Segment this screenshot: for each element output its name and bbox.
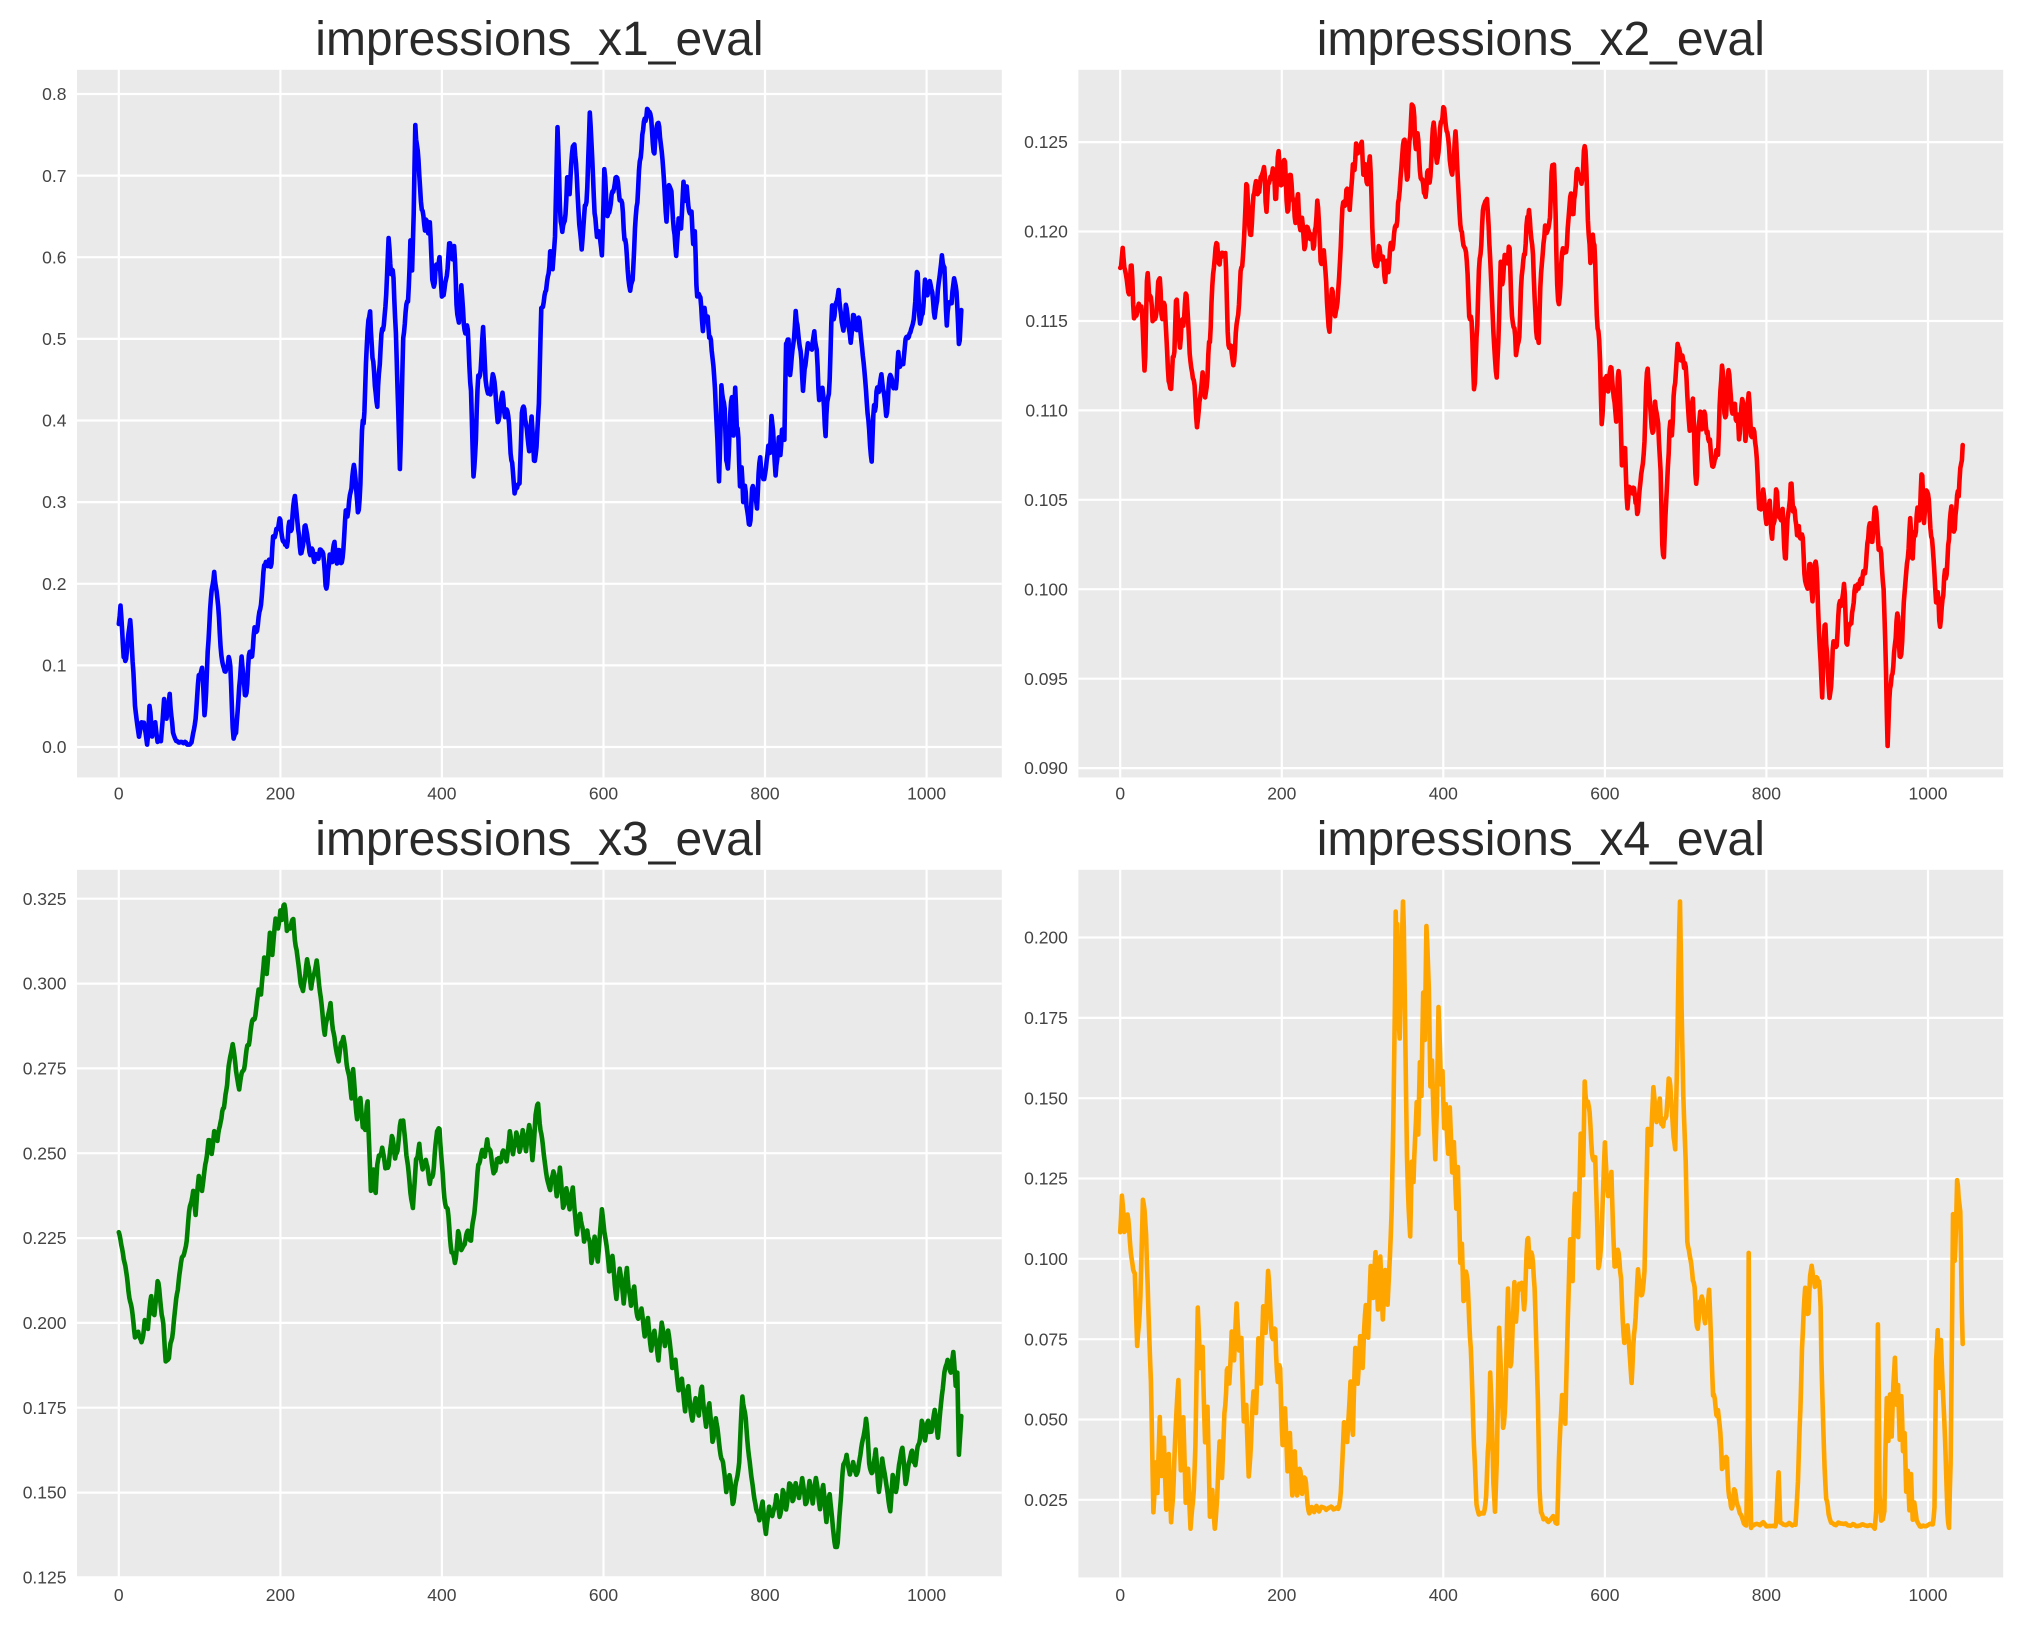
svg-text:0.120: 0.120 xyxy=(1024,222,1068,242)
svg-text:0.8: 0.8 xyxy=(42,84,66,104)
svg-text:600: 600 xyxy=(1590,1585,1619,1605)
svg-text:0.2: 0.2 xyxy=(42,574,66,594)
svg-text:0.175: 0.175 xyxy=(23,1398,67,1418)
svg-text:0: 0 xyxy=(114,1585,124,1605)
svg-text:0.075: 0.075 xyxy=(1024,1329,1068,1349)
svg-text:0.050: 0.050 xyxy=(1024,1410,1068,1430)
svg-text:0.3: 0.3 xyxy=(42,492,66,512)
svg-text:600: 600 xyxy=(589,784,618,804)
svg-text:1000: 1000 xyxy=(1909,784,1948,804)
svg-text:0.225: 0.225 xyxy=(23,1228,67,1248)
svg-text:0.300: 0.300 xyxy=(23,974,67,994)
svg-text:1000: 1000 xyxy=(907,784,946,804)
svg-text:0.275: 0.275 xyxy=(23,1059,67,1079)
svg-text:200: 200 xyxy=(266,1585,295,1605)
svg-text:0.200: 0.200 xyxy=(23,1313,67,1333)
svg-text:0.105: 0.105 xyxy=(1024,490,1068,510)
svg-text:600: 600 xyxy=(1590,784,1619,804)
svg-text:400: 400 xyxy=(427,1585,456,1605)
svg-text:0: 0 xyxy=(1115,1585,1125,1605)
svg-text:0.115: 0.115 xyxy=(1025,311,1068,331)
svg-text:0.325: 0.325 xyxy=(23,889,67,909)
svg-text:0.150: 0.150 xyxy=(1024,1088,1068,1108)
svg-text:0.125: 0.125 xyxy=(1024,132,1068,152)
svg-text:400: 400 xyxy=(1429,1585,1458,1605)
svg-text:200: 200 xyxy=(266,784,295,804)
svg-text:400: 400 xyxy=(427,784,456,804)
svg-text:1000: 1000 xyxy=(1909,1585,1948,1605)
svg-text:0.5: 0.5 xyxy=(42,329,66,349)
svg-text:800: 800 xyxy=(750,1585,779,1605)
svg-text:0.0: 0.0 xyxy=(42,737,67,757)
svg-text:impressions_x1_eval: impressions_x1_eval xyxy=(315,13,763,66)
svg-text:impressions_x2_eval: impressions_x2_eval xyxy=(1317,13,1765,66)
svg-text:800: 800 xyxy=(750,784,779,804)
svg-text:0.200: 0.200 xyxy=(1024,928,1068,948)
svg-text:0.025: 0.025 xyxy=(1024,1490,1068,1510)
svg-text:0.250: 0.250 xyxy=(23,1143,67,1163)
svg-text:impressions_x4_eval: impressions_x4_eval xyxy=(1317,813,1765,866)
svg-text:0.125: 0.125 xyxy=(1024,1169,1068,1189)
svg-text:0.095: 0.095 xyxy=(1024,669,1068,689)
svg-text:600: 600 xyxy=(589,1585,618,1605)
svg-text:800: 800 xyxy=(1752,784,1781,804)
svg-text:0.6: 0.6 xyxy=(42,247,66,267)
svg-text:0.090: 0.090 xyxy=(1024,758,1068,778)
svg-text:0: 0 xyxy=(1115,784,1125,804)
svg-text:0.110: 0.110 xyxy=(1025,401,1068,421)
svg-text:0.100: 0.100 xyxy=(1024,579,1068,599)
svg-text:0.125: 0.125 xyxy=(23,1568,67,1588)
svg-text:1000: 1000 xyxy=(907,1585,946,1605)
svg-text:200: 200 xyxy=(1267,784,1296,804)
svg-text:0.100: 0.100 xyxy=(1024,1249,1068,1269)
svg-text:0.150: 0.150 xyxy=(23,1483,67,1503)
svg-text:0.4: 0.4 xyxy=(42,411,67,431)
svg-text:0: 0 xyxy=(114,784,124,804)
svg-text:800: 800 xyxy=(1752,1585,1781,1605)
svg-text:impressions_x3_eval: impressions_x3_eval xyxy=(315,813,763,866)
svg-text:400: 400 xyxy=(1429,784,1458,804)
svg-text:0.7: 0.7 xyxy=(42,166,66,186)
svg-text:0.1: 0.1 xyxy=(42,656,66,676)
svg-text:0.175: 0.175 xyxy=(1024,1008,1068,1028)
svg-text:200: 200 xyxy=(1267,1585,1296,1605)
